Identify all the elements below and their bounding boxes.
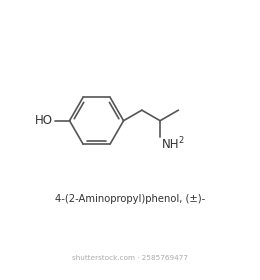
Text: 2: 2: [179, 136, 184, 145]
Text: 4-(2-Aminopropyl)phenol, (±)-: 4-(2-Aminopropyl)phenol, (±)-: [55, 194, 205, 204]
Text: shutterstock.com · 2585769477: shutterstock.com · 2585769477: [72, 255, 188, 261]
Text: NH: NH: [161, 137, 179, 151]
Text: HO: HO: [35, 114, 53, 127]
